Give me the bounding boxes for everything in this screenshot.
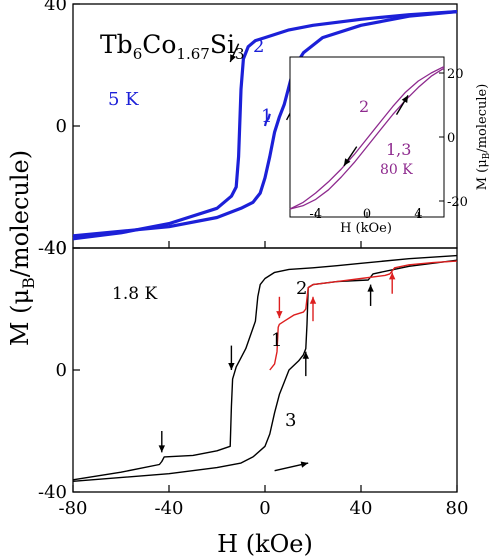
bottom-xtick-label: -80 xyxy=(59,498,88,519)
inset-xlabel: H (kOe) xyxy=(340,221,392,236)
inset-tick-labels: -4 0 4 -20 0 20 xyxy=(309,67,468,222)
inset-xtick-label: 4 xyxy=(414,207,422,222)
inset-xtick-label: 0 xyxy=(363,207,371,222)
bottom-xtick-label: 0 xyxy=(259,498,270,519)
inset-ticks xyxy=(315,72,444,217)
main-ylabel: M (μB/molecule) xyxy=(6,150,38,346)
bottom-arrow-black-right-head xyxy=(300,461,309,468)
bottom-arrow-black-up-h-17-head xyxy=(302,351,309,359)
bottom-series-2-line xyxy=(72,254,458,481)
inset-arrow-branch-2-head xyxy=(343,158,351,166)
bottom-arrow-black-down-h-43 xyxy=(158,431,165,453)
inset-series-2-line xyxy=(289,66,445,210)
inset-arrow-branch-13-head xyxy=(401,95,409,104)
bottom-series-1-line xyxy=(269,260,458,371)
top-arrow-branch-2-head xyxy=(230,54,237,62)
bottom-xtick-label: -40 xyxy=(155,498,184,519)
bottom-xtick-label: 40 xyxy=(350,498,373,519)
bottom-arrow-red-up-h-53 xyxy=(389,272,396,294)
bottom-ytick-label: -40 xyxy=(38,482,67,503)
top-curve-label-2: 2 xyxy=(253,36,264,57)
inset-curves xyxy=(289,66,445,210)
bottom-curve-label-3: 3 xyxy=(285,410,296,431)
bottom-ytick-label: 0 xyxy=(56,360,67,381)
bottom-arrow-black-up-h-44 xyxy=(367,284,374,306)
main-xlabel: H (kOe) xyxy=(217,530,313,558)
top-ytick-labels: -40 0 40 xyxy=(38,0,67,259)
inset-temperature-label: 80 K xyxy=(380,162,413,178)
bottom-arrow-black-down-h-14 xyxy=(228,345,235,370)
inset-curve-label-13: 1,3 xyxy=(386,140,411,159)
bottom-arrow-black-down-h-43-head xyxy=(158,445,165,453)
bottom-arrow-red-up-h-53-head xyxy=(389,272,396,280)
bottom-arrows xyxy=(158,272,396,472)
inset-ytick-label: -20 xyxy=(447,195,468,210)
bottom-curve-label-1: 1 xyxy=(271,330,282,351)
top-curves xyxy=(72,10,458,241)
bottom-arrow-red-up-h-20 xyxy=(309,296,317,322)
inset-ytick-label: 0 xyxy=(447,131,455,146)
bottom-arrow-red-down-h-6 xyxy=(276,296,283,319)
bottom-arrow-black-right xyxy=(274,461,309,472)
inset-background xyxy=(290,57,444,217)
top-curve-label-1: 1 xyxy=(261,106,272,127)
inset-xtick-label: -4 xyxy=(309,207,322,222)
top-ytick-label: -40 xyxy=(38,238,67,259)
top-compound-title: Tb6Co1.67Si3 xyxy=(100,30,245,63)
bottom-temperature-label: 1.8 K xyxy=(112,284,157,304)
top-series-1-line xyxy=(263,113,271,127)
bottom-arrow-black-up-h-44-head xyxy=(367,284,374,292)
inset-arrow-branch-13 xyxy=(395,95,409,115)
bottom-xtick-label: 80 xyxy=(446,498,469,519)
bottom-series-3-line xyxy=(72,259,458,482)
bottom-arrow-black-up-h-17 xyxy=(302,351,309,377)
inset-arrow-branch-2 xyxy=(343,146,358,167)
top-temperature-label: 5 K xyxy=(108,89,139,110)
inset-curve-label-2: 2 xyxy=(359,97,369,116)
bottom-curve-label-2: 2 xyxy=(296,278,307,299)
inset-series-1-3-line xyxy=(289,67,445,210)
bottom-arrow-black-down-h-14-head xyxy=(228,363,235,370)
bottom-arrow-red-up-h-20-head xyxy=(309,296,317,304)
bottom-arrow-red-down-h-6-head xyxy=(276,311,283,319)
top-series-3-line xyxy=(72,10,458,238)
inset-ytick-label: 20 xyxy=(447,67,464,82)
bottom-ticks xyxy=(72,247,458,493)
bottom-ytick-label: 40 xyxy=(44,238,67,259)
inset-80k: -4 0 4 -20 0 20 2 1,3 80 K H (kOe) M (μB/mole… xyxy=(289,56,492,236)
bottom-curves xyxy=(72,254,458,482)
inset-arrows xyxy=(343,95,409,167)
top-series-2-line xyxy=(72,10,458,241)
inset-ylabel: M (μB/molecule) xyxy=(475,84,492,191)
top-ytick-label: 40 xyxy=(44,0,67,15)
top-ytick-label: 0 xyxy=(56,116,67,137)
top-arrow-branch-2 xyxy=(229,43,240,63)
